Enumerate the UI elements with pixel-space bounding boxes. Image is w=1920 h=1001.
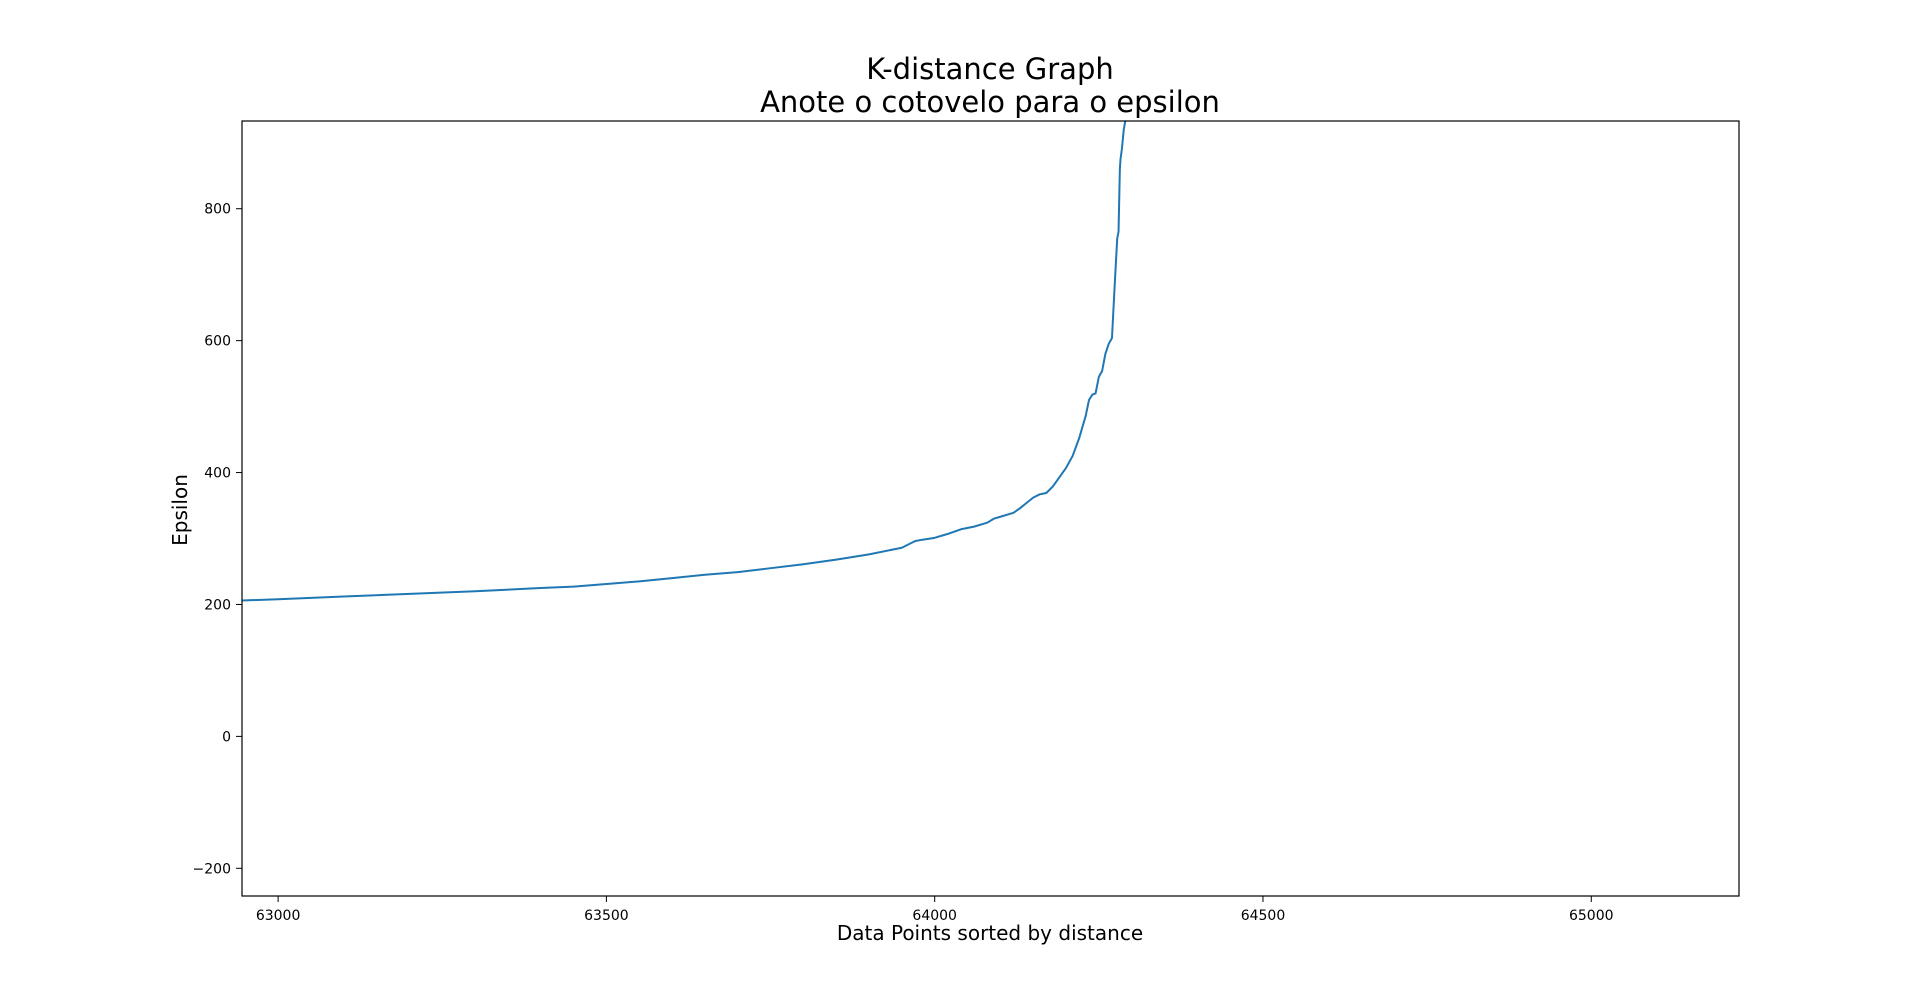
- series-line: [242, 121, 1128, 602]
- y-tick-label: −200: [193, 861, 231, 877]
- x-axis: 63000 63500 64000 64500 65000: [256, 896, 1614, 924]
- chart-title: K-distance Graph: [866, 52, 1114, 86]
- x-tick-label: 63500: [584, 908, 629, 924]
- y-axis: −200 0 200 400 600 800: [193, 202, 242, 877]
- plot-frame: [241, 120, 1740, 897]
- chart-subtitle: Anote o cotovelo para o epsilon: [760, 85, 1220, 119]
- y-tick-label: 0: [222, 729, 231, 745]
- series-layer: [242, 121, 1128, 602]
- y-tick-label: 200: [204, 597, 231, 613]
- x-tick-label: 64000: [912, 908, 957, 924]
- x-tick-label: 65000: [1569, 908, 1614, 924]
- x-tick-label: 63000: [256, 908, 301, 924]
- x-tick-label: 64500: [1241, 908, 1286, 924]
- y-tick-label: 800: [204, 202, 231, 218]
- x-axis-label: Data Points sorted by distance: [837, 921, 1143, 945]
- y-tick-label: 600: [204, 334, 231, 350]
- y-tick-label: 400: [204, 466, 231, 482]
- y-axis-label: Epsilon: [168, 474, 192, 546]
